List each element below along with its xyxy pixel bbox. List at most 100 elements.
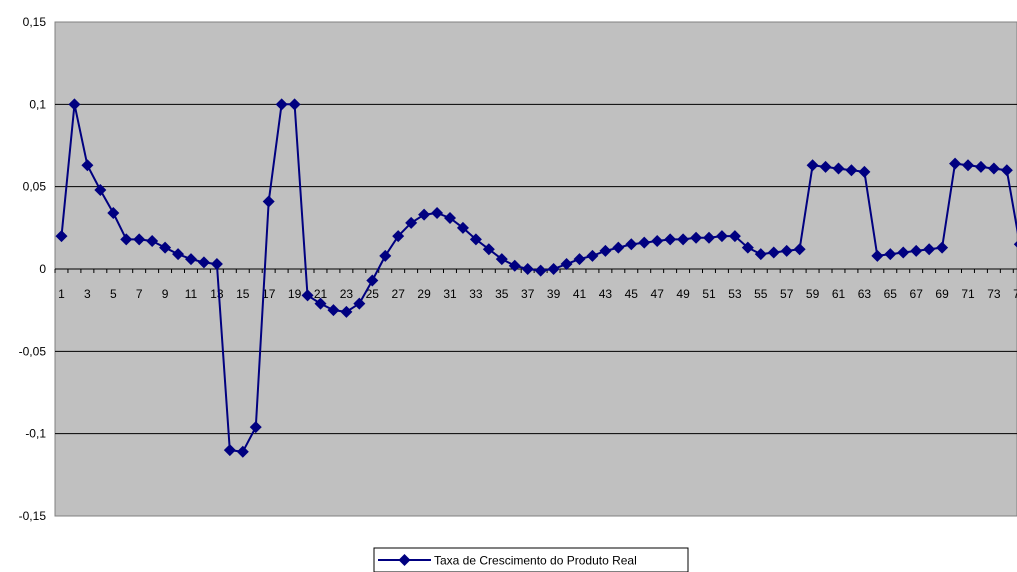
x-tick-label: 39 (547, 287, 561, 301)
data-point-marker (949, 157, 962, 170)
data-point-marker (405, 216, 418, 229)
x-tick-label: 15 (236, 287, 250, 301)
x-tick-label: 59 (806, 287, 820, 301)
x-tick-label: 11 (185, 287, 198, 301)
x-tick-label: 51 (702, 287, 716, 301)
x-tick-label: 9 (162, 287, 169, 301)
data-point-marker (275, 98, 288, 111)
data-point-marker (664, 233, 677, 246)
data-point-marker (327, 304, 340, 317)
data-point-marker (638, 236, 651, 249)
data-point-marker (94, 183, 107, 196)
data-point-marker (767, 246, 780, 259)
data-point-marker (81, 159, 94, 172)
data-point-marker (793, 243, 806, 256)
x-tick-label: 65 (884, 287, 898, 301)
data-point-marker (495, 253, 508, 266)
data-point-marker (754, 248, 767, 261)
data-point-marker (366, 274, 379, 287)
data-point-marker (288, 98, 301, 111)
data-point-marker (353, 297, 366, 310)
data-point-marker (715, 230, 728, 243)
data-point-marker (521, 263, 534, 275)
data-point-marker (172, 248, 185, 261)
data-point-marker (249, 421, 262, 434)
x-tick-label: 7 (136, 287, 143, 301)
data-point-marker (197, 256, 210, 269)
data-point-marker (974, 160, 987, 173)
x-tick-label: 29 (417, 287, 431, 301)
data-point-marker (987, 162, 1000, 175)
legend-diamond-icon (398, 554, 411, 566)
x-tick-label: 71 (961, 287, 975, 301)
data-point-marker (133, 233, 146, 246)
data-point-marker (379, 249, 392, 262)
data-point-marker (832, 162, 845, 175)
data-point-marker (690, 231, 703, 244)
x-tick-label: 73 (987, 287, 1001, 301)
data-point-marker (146, 235, 159, 248)
x-tick-label: 47 (651, 287, 665, 301)
x-tick-label: 17 (262, 287, 276, 301)
y-tick-label: 0,1 (29, 97, 46, 111)
data-point-marker (936, 241, 949, 254)
x-tick-label: 45 (625, 287, 639, 301)
data-point-marker (897, 246, 910, 259)
x-tick-label: 55 (754, 287, 768, 301)
data-point-marker (508, 259, 521, 272)
y-tick-label: 0,05 (23, 180, 47, 194)
data-point-marker (210, 258, 223, 271)
data-point-marker (482, 243, 495, 256)
data-point-marker (236, 445, 249, 458)
data-point-marker (107, 207, 120, 220)
x-tick-label: 37 (521, 287, 535, 301)
x-tick-label: 69 (935, 287, 949, 301)
data-point-marker (1000, 164, 1013, 177)
y-tick-label: -0,15 (19, 509, 47, 523)
data-point-marker (392, 230, 405, 243)
data-point-marker (159, 241, 172, 254)
y-tick-label: 0 (39, 262, 46, 276)
x-axis-tick-marks (54, 269, 1014, 273)
x-tick-label: 33 (469, 287, 483, 301)
data-point-marker (547, 263, 560, 275)
y-tick-label: -0,1 (25, 427, 46, 441)
data-point-marker (741, 241, 754, 254)
data-point-marker (431, 207, 444, 220)
data-point-marker (910, 244, 923, 257)
data-point-marker (1013, 241, 1017, 248)
data-point-marker (534, 264, 547, 277)
x-tick-label: 43 (599, 287, 613, 301)
data-point-marker (780, 244, 793, 257)
data-point-marker (806, 159, 819, 172)
data-point-marker (444, 211, 456, 224)
data-point-marker (845, 164, 858, 177)
y-axis-tick-labels: 0,15 0,1 0,05 0 -0,05 -0,1 -0,15 (19, 15, 47, 523)
x-tick-label: 25 (366, 287, 380, 301)
data-point-marker (612, 241, 625, 254)
x-tick-label: 19 (288, 287, 302, 301)
data-point-marker (651, 235, 664, 248)
x-tick-label: 23 (340, 287, 354, 301)
data-point-marker (68, 98, 81, 111)
data-point-marker (703, 231, 715, 244)
x-axis-tick-labels: 1 3 5 7 9 11 13 15 17 19 21 23 25 27 29 31 33 35 37 39 41 43 4… (58, 287, 1017, 301)
data-point-marker (871, 249, 884, 262)
data-point-marker (560, 258, 573, 271)
x-tick-label: 75 (1013, 287, 1017, 301)
gridlines (55, 103, 1017, 435)
data-point-marker (185, 253, 197, 266)
data-point-marker (677, 233, 690, 246)
data-point-marker (456, 221, 469, 234)
x-tick-label: 57 (780, 287, 794, 301)
legend-label: Taxa de Crescimento do Produto Real (434, 554, 637, 568)
x-tick-label: 27 (392, 287, 406, 301)
data-point-marker (625, 238, 638, 251)
data-point-marker (858, 165, 871, 178)
y-tick-label: -0,05 (19, 344, 47, 358)
data-point-marker (962, 159, 974, 172)
x-tick-label: 49 (676, 287, 690, 301)
x-tick-label: 1 (58, 287, 65, 301)
data-point-marker (469, 233, 482, 246)
y-tick-label: 0,15 (23, 15, 47, 29)
